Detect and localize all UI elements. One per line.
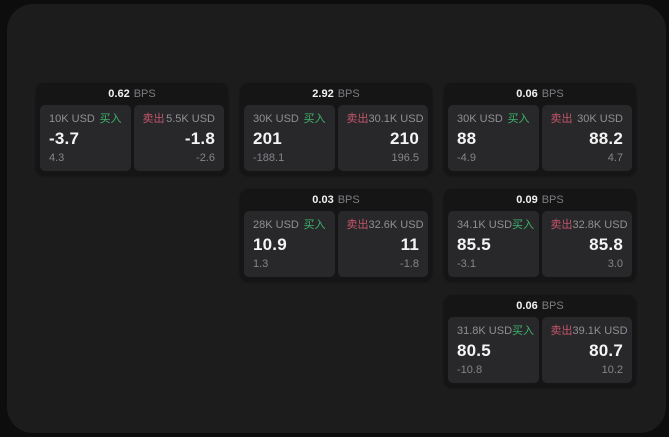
quote-tiles: 28K USD 买入 10.9 1.3 卖出 32.6K USD 11 -1.8	[240, 211, 432, 281]
buy-change: 4.3	[49, 152, 65, 164]
sell-price: 85.8	[589, 235, 623, 254]
buy-price: -3.7	[49, 129, 80, 148]
sell-amount: 5.5K USD	[166, 113, 215, 125]
buy-change: -188.1	[253, 152, 285, 164]
sell-amount: 30.1K USD	[368, 113, 424, 125]
quote-card: 0.06 BPS 30K USD 买入 88 -4.9 卖出 30K USD	[444, 83, 636, 175]
buy-panel[interactable]: 31.8K USD 买入 80.5 -10.8	[448, 317, 539, 383]
bps-header: 0.62 BPS	[36, 83, 228, 105]
bps-value: 0.06	[516, 300, 538, 312]
sell-price: 88.2	[589, 129, 623, 148]
bps-value: 0.03	[312, 194, 334, 206]
buy-panel[interactable]: 30K USD 买入 201 -188.1	[244, 105, 335, 171]
quote-card: 0.62 BPS 10K USD 买入 -3.7 4.3 卖出 5.5K USD	[36, 83, 228, 175]
buy-side-label: 买入	[507, 113, 530, 125]
quotes-panel: 0.62 BPS 10K USD 买入 -3.7 4.3 卖出 5.5K USD	[7, 4, 666, 433]
sell-panel[interactable]: 卖出 30.1K USD 210 196.5	[337, 105, 428, 171]
buy-side-label: 买入	[303, 113, 326, 125]
buy-amount: 30K USD	[253, 113, 299, 125]
buy-panel[interactable]: 30K USD 买入 88 -4.9	[448, 105, 539, 171]
bps-unit: BPS	[337, 88, 360, 100]
sell-change: 196.5	[391, 152, 419, 164]
sell-side-label: 卖出	[550, 219, 573, 231]
sell-side-label: 卖出	[142, 113, 165, 125]
buy-side-label: 买入	[512, 219, 535, 231]
bps-header: 0.06 BPS	[444, 83, 636, 105]
sell-amount: 32.6K USD	[368, 219, 424, 231]
bps-unit: BPS	[541, 88, 564, 100]
sell-amount: 30K USD	[577, 113, 623, 125]
quote-tiles: 10K USD 买入 -3.7 4.3 卖出 5.5K USD -1.8 -2.…	[36, 105, 228, 175]
buy-change: 1.3	[253, 258, 269, 270]
buy-amount: 30K USD	[457, 113, 503, 125]
bps-unit: BPS	[541, 194, 564, 206]
sell-change: -2.6	[196, 152, 215, 164]
buy-change: -4.9	[457, 152, 476, 164]
buy-price: 201	[253, 129, 282, 148]
buy-amount: 28K USD	[253, 219, 299, 231]
bps-header: 0.03 BPS	[240, 189, 432, 211]
quote-tiles: 34.1K USD 买入 85.5 -3.1 卖出 32.8K USD 85.8…	[444, 211, 636, 281]
sell-amount: 32.8K USD	[572, 219, 628, 231]
sell-side-label: 卖出	[346, 219, 369, 231]
sell-price: -1.8	[184, 129, 215, 148]
buy-panel[interactable]: 10K USD 买入 -3.7 4.3	[40, 105, 131, 171]
sell-panel[interactable]: 卖出 32.6K USD 11 -1.8	[337, 211, 428, 277]
buy-amount: 10K USD	[49, 113, 95, 125]
sell-side-label: 卖出	[346, 113, 369, 125]
sell-side-label: 卖出	[550, 325, 573, 337]
sell-panel[interactable]: 卖出 5.5K USD -1.8 -2.6	[133, 105, 224, 171]
buy-amount: 34.1K USD	[457, 219, 513, 231]
sell-change: 10.2	[601, 364, 623, 376]
bps-unit: BPS	[541, 300, 564, 312]
quote-tiles: 31.8K USD 买入 80.5 -10.8 卖出 39.1K USD 80.…	[444, 317, 636, 387]
bps-value: 0.06	[516, 88, 538, 100]
bps-value: 0.09	[516, 194, 538, 206]
buy-side-label: 买入	[99, 113, 122, 125]
buy-price: 80.5	[457, 341, 491, 360]
quote-card: 0.03 BPS 28K USD 买入 10.9 1.3 卖出 32.6K US…	[240, 189, 432, 281]
bps-header: 2.92 BPS	[240, 83, 432, 105]
sell-panel[interactable]: 卖出 32.8K USD 85.8 3.0	[541, 211, 632, 277]
sell-side-label: 卖出	[550, 113, 573, 125]
buy-panel[interactable]: 28K USD 买入 10.9 1.3	[244, 211, 335, 277]
bps-value: 0.62	[108, 88, 130, 100]
bps-value: 2.92	[312, 88, 334, 100]
sell-panel[interactable]: 卖出 30K USD 88.2 4.7	[541, 105, 632, 171]
quote-card: 0.06 BPS 31.8K USD 买入 80.5 -10.8 卖出 39.1…	[444, 295, 636, 387]
bps-header: 0.09 BPS	[444, 189, 636, 211]
quote-tiles: 30K USD 买入 88 -4.9 卖出 30K USD 88.2 4.7	[444, 105, 636, 175]
bps-unit: BPS	[337, 194, 360, 206]
sell-amount: 39.1K USD	[572, 325, 628, 337]
quote-card: 2.92 BPS 30K USD 买入 201 -188.1 卖出 30.1K …	[240, 83, 432, 175]
quote-card: 0.09 BPS 34.1K USD 买入 85.5 -3.1 卖出 32.8K…	[444, 189, 636, 281]
sell-panel[interactable]: 卖出 39.1K USD 80.7 10.2	[541, 317, 632, 383]
sell-change: 4.7	[607, 152, 623, 164]
bps-unit: BPS	[133, 88, 156, 100]
sell-change: 3.0	[607, 258, 623, 270]
buy-price: 88	[457, 129, 477, 148]
sell-price: 11	[400, 235, 419, 254]
buy-price: 10.9	[253, 235, 287, 254]
sell-price: 80.7	[589, 341, 623, 360]
quote-tiles: 30K USD 买入 201 -188.1 卖出 30.1K USD 210 1…	[240, 105, 432, 175]
buy-change: -3.1	[457, 258, 476, 270]
buy-price: 85.5	[457, 235, 491, 254]
buy-amount: 31.8K USD	[457, 325, 513, 337]
buy-panel[interactable]: 34.1K USD 买入 85.5 -3.1	[448, 211, 539, 277]
sell-change: -1.8	[400, 258, 419, 270]
buy-change: -10.8	[457, 364, 483, 376]
buy-side-label: 买入	[512, 325, 535, 337]
buy-side-label: 买入	[303, 219, 326, 231]
quotes-grid: 0.62 BPS 10K USD 买入 -3.7 4.3 卖出 5.5K USD	[36, 83, 636, 387]
sell-price: 210	[390, 129, 419, 148]
bps-header: 0.06 BPS	[444, 295, 636, 317]
